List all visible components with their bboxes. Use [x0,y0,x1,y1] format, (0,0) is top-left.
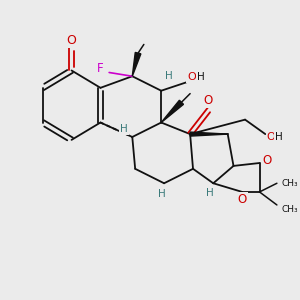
Text: F: F [97,62,104,75]
Text: H: H [165,71,173,81]
Text: CH₃: CH₃ [282,205,298,214]
Text: H: H [206,188,213,198]
Text: O: O [67,34,76,47]
Text: O: O [263,154,272,166]
Text: O: O [204,94,213,107]
Polygon shape [190,132,228,136]
Text: H: H [120,124,128,134]
Text: H: H [197,72,205,82]
Text: CH₃: CH₃ [282,179,298,188]
Text: O: O [187,72,196,82]
Text: H: H [158,189,166,199]
Text: H: H [275,132,283,142]
Text: O: O [238,193,247,206]
Polygon shape [161,100,184,122]
Text: O: O [267,132,275,142]
Polygon shape [132,52,141,76]
